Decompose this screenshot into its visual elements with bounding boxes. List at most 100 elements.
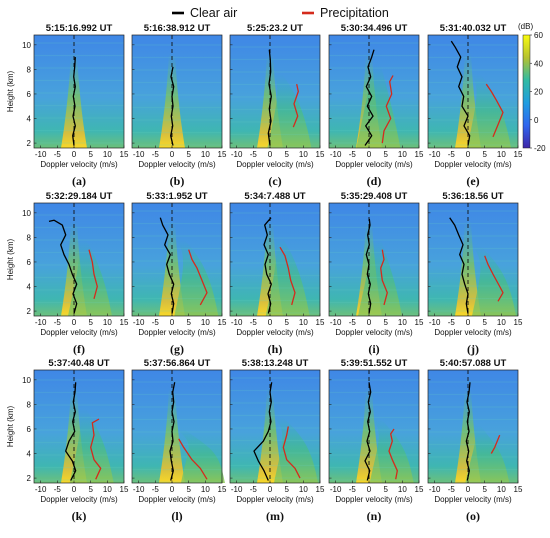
- x-tick-label: -10: [330, 485, 342, 494]
- x-tick-label: 0: [72, 485, 77, 494]
- panel-frame: [131, 202, 223, 317]
- y-tick-label: 2: [27, 139, 32, 148]
- heatmap-precipitation-echo: [265, 237, 310, 316]
- precipitation-curve: [484, 255, 504, 302]
- x-tick-label: 5: [88, 485, 93, 494]
- x-axis-label: Doppler velocity (m/s): [40, 328, 118, 337]
- x-tick-label: 15: [120, 485, 129, 494]
- panel-title: 5:34:7.488 UT: [244, 191, 305, 202]
- x-tick-label: 0: [268, 485, 273, 494]
- panel-frame: [427, 202, 519, 317]
- panel-label: (n): [367, 509, 382, 523]
- panel-title: 5:31:40.032 UT: [440, 23, 507, 34]
- y-tick-label: 2: [27, 474, 32, 483]
- y-tick-label: 10: [22, 41, 31, 50]
- y-tick-label: 4: [27, 450, 32, 459]
- clear-air-curve: [253, 382, 273, 481]
- precipitation-curve: [381, 75, 394, 144]
- x-tick-label: 15: [218, 318, 227, 327]
- x-tick-label: 0: [72, 150, 77, 159]
- precipitation-curve: [279, 246, 296, 306]
- x-tick-label: 5: [482, 318, 487, 327]
- clear-air-curve: [364, 382, 372, 481]
- x-tick-label: 0: [466, 150, 471, 159]
- x-axis-label: Doppler velocity (m/s): [434, 495, 512, 504]
- x-tick-label: 5: [88, 150, 93, 159]
- x-tick-label: 5: [383, 485, 388, 494]
- x-tick-label: -5: [152, 318, 160, 327]
- x-tick-label: 0: [367, 485, 372, 494]
- panel-frame: [229, 202, 321, 317]
- y-axis-label: Height (km): [6, 238, 15, 280]
- clear-air-curve: [170, 66, 175, 146]
- heatmap-precipitation-echo: [274, 416, 318, 483]
- x-tick-label: -10: [231, 318, 243, 327]
- x-axis-label: Doppler velocity (m/s): [40, 160, 118, 169]
- panel-title: 5:39:51.552 UT: [341, 358, 408, 369]
- precipitation-curve: [88, 249, 98, 299]
- precipitation-curve: [188, 249, 208, 306]
- clear-air-curve: [65, 382, 77, 481]
- y-tick-label: 8: [27, 65, 32, 74]
- clear-air-curve: [465, 382, 471, 481]
- x-tick-label: 10: [299, 485, 308, 494]
- x-tick-label: -5: [250, 318, 258, 327]
- x-tick-label: 10: [103, 318, 112, 327]
- x-tick-label: 15: [514, 318, 523, 327]
- x-tick-label: -10: [330, 318, 342, 327]
- x-tick-label: 0: [170, 318, 175, 327]
- x-tick-label: 10: [497, 485, 506, 494]
- y-tick-label: 10: [22, 376, 31, 385]
- x-tick-label: -5: [250, 150, 258, 159]
- panel-label: (m): [266, 509, 284, 523]
- panel-frame: [328, 369, 420, 484]
- x-tick-label: 5: [482, 150, 487, 159]
- y-tick-label: 8: [27, 400, 32, 409]
- x-tick-label: 15: [415, 318, 424, 327]
- x-axis-label: Doppler velocity (m/s): [138, 495, 216, 504]
- panel-title: 5:36:18.56 UT: [442, 191, 503, 202]
- x-tick-label: 10: [201, 318, 210, 327]
- panel-title: 5:15:16.992 UT: [46, 23, 113, 34]
- x-tick-label: 5: [284, 318, 289, 327]
- x-tick-label: 10: [299, 150, 308, 159]
- panel-title: 5:16:38.912 UT: [144, 23, 211, 34]
- x-tick-label: -5: [54, 150, 62, 159]
- panel-title: 5:37:40.48 UT: [48, 358, 109, 369]
- x-tick-label: 15: [120, 318, 129, 327]
- x-tick-label: 10: [398, 318, 407, 327]
- x-tick-label: -5: [349, 318, 357, 327]
- y-tick-label: 2: [27, 307, 32, 316]
- x-tick-label: -5: [152, 150, 160, 159]
- y-tick-label: 8: [27, 233, 32, 242]
- panel-frame: [229, 369, 321, 484]
- y-axis-label: Height (km): [6, 405, 15, 447]
- x-axis-label: Doppler velocity (m/s): [138, 328, 216, 337]
- clear-air-curve: [169, 382, 176, 481]
- precipitation-curve: [490, 434, 501, 454]
- y-tick-label: 6: [27, 258, 32, 267]
- y-tick-label: 4: [27, 283, 32, 292]
- x-tick-label: 5: [482, 485, 487, 494]
- x-tick-label: 15: [514, 150, 523, 159]
- clear-air-curve: [450, 40, 471, 146]
- x-tick-label: 10: [497, 150, 506, 159]
- x-tick-label: 0: [268, 318, 273, 327]
- x-tick-label: 5: [383, 150, 388, 159]
- x-tick-label: 5: [284, 485, 289, 494]
- clear-air-curve: [365, 218, 372, 314]
- x-tick-label: 10: [299, 318, 308, 327]
- panel-label: (e): [466, 174, 479, 188]
- x-tick-label: -10: [35, 318, 47, 327]
- x-tick-label: 10: [497, 318, 506, 327]
- clear-air-curve: [159, 217, 175, 314]
